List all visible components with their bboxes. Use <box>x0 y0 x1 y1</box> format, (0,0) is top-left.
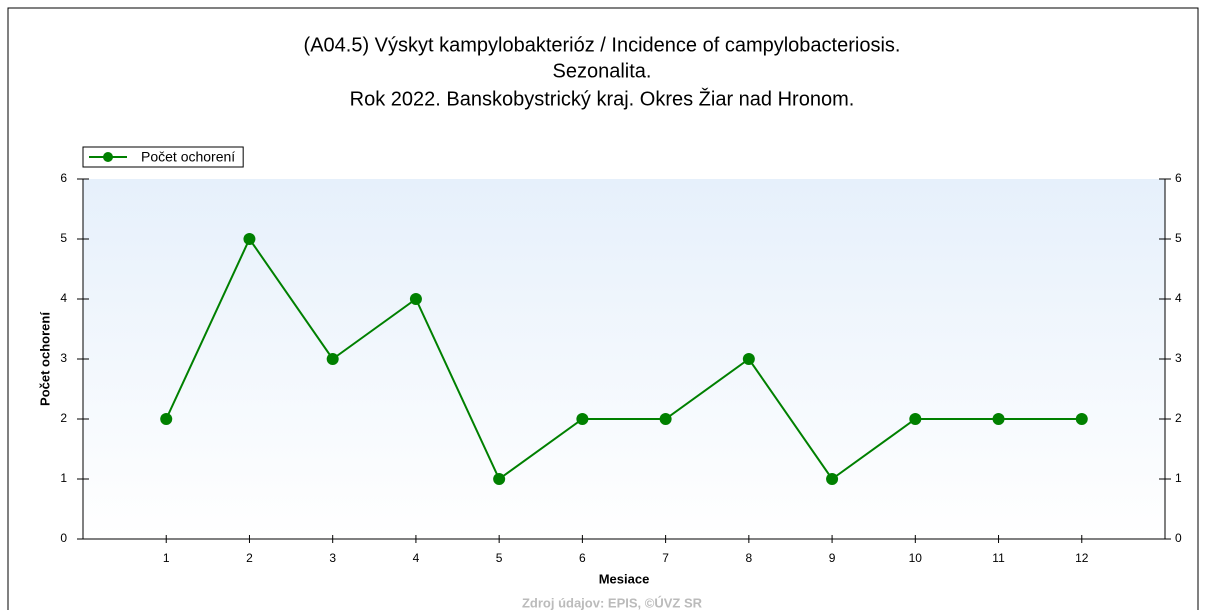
marker <box>243 233 256 245</box>
marker <box>992 413 1005 425</box>
marker <box>826 473 839 485</box>
x-axis-title: Mesiace <box>599 571 650 586</box>
line <box>165 236 1082 481</box>
y2-tick-label: 2 <box>1175 411 1182 425</box>
plot-background <box>83 179 1165 539</box>
x-tick-label: 4 <box>413 551 420 565</box>
marker <box>659 413 672 425</box>
y-tick-label: 0 <box>60 531 67 545</box>
x-tick-label: 3 <box>329 551 336 565</box>
source-note: Zdroj údajov: EPIS, ©ÚVZ SR <box>522 595 703 610</box>
y-tick-label: 6 <box>60 171 67 185</box>
x-tick-label: 10 <box>909 551 923 565</box>
frame <box>7 7 1199 610</box>
y-tick-label: 3 <box>60 351 67 365</box>
legend-swatch <box>103 152 113 162</box>
y2-tick-label: 6 <box>1175 171 1182 185</box>
y2-tick-label: 3 <box>1175 351 1182 365</box>
x-tick-label: 11 <box>992 551 1005 565</box>
y-tick-label: 4 <box>60 291 67 305</box>
chart-title: Rok 2022. Banskobystrický kraj. Okres Ži… <box>350 87 855 110</box>
y2-tick-label: 1 <box>1175 471 1182 485</box>
marker <box>409 293 422 305</box>
y2-tick-label: 4 <box>1175 291 1182 305</box>
marker <box>909 413 922 425</box>
chart-title: (A04.5) Výskyt kampylobakterióz / Incide… <box>304 34 901 56</box>
y-tick-label: 5 <box>60 231 67 245</box>
y-tick-label: 2 <box>60 411 67 425</box>
x-tick-label: 5 <box>496 551 503 565</box>
x-tick-label: 6 <box>579 551 586 565</box>
x-tick-label: 8 <box>746 551 753 565</box>
y-axis-title: Počet ochorení <box>37 312 52 406</box>
x-tick-label: 12 <box>1075 551 1089 565</box>
marker <box>160 413 173 425</box>
marker <box>576 413 589 425</box>
y2-tick-label: 5 <box>1175 231 1182 245</box>
y-tick-label: 1 <box>60 471 67 485</box>
marker <box>1075 413 1088 425</box>
x-tick-label: 1 <box>163 551 170 565</box>
x-tick-label: 9 <box>829 551 836 565</box>
legend-box <box>82 146 244 168</box>
y2-tick-label: 0 <box>1175 531 1182 545</box>
legend-label: Počet ochorení <box>141 149 235 165</box>
x-tick-label: 2 <box>246 551 253 565</box>
x-tick-label: 7 <box>662 551 669 565</box>
marker <box>493 473 506 485</box>
marker <box>742 353 755 365</box>
marker <box>326 353 339 365</box>
chart-title: Sezonalita. <box>553 60 652 82</box>
